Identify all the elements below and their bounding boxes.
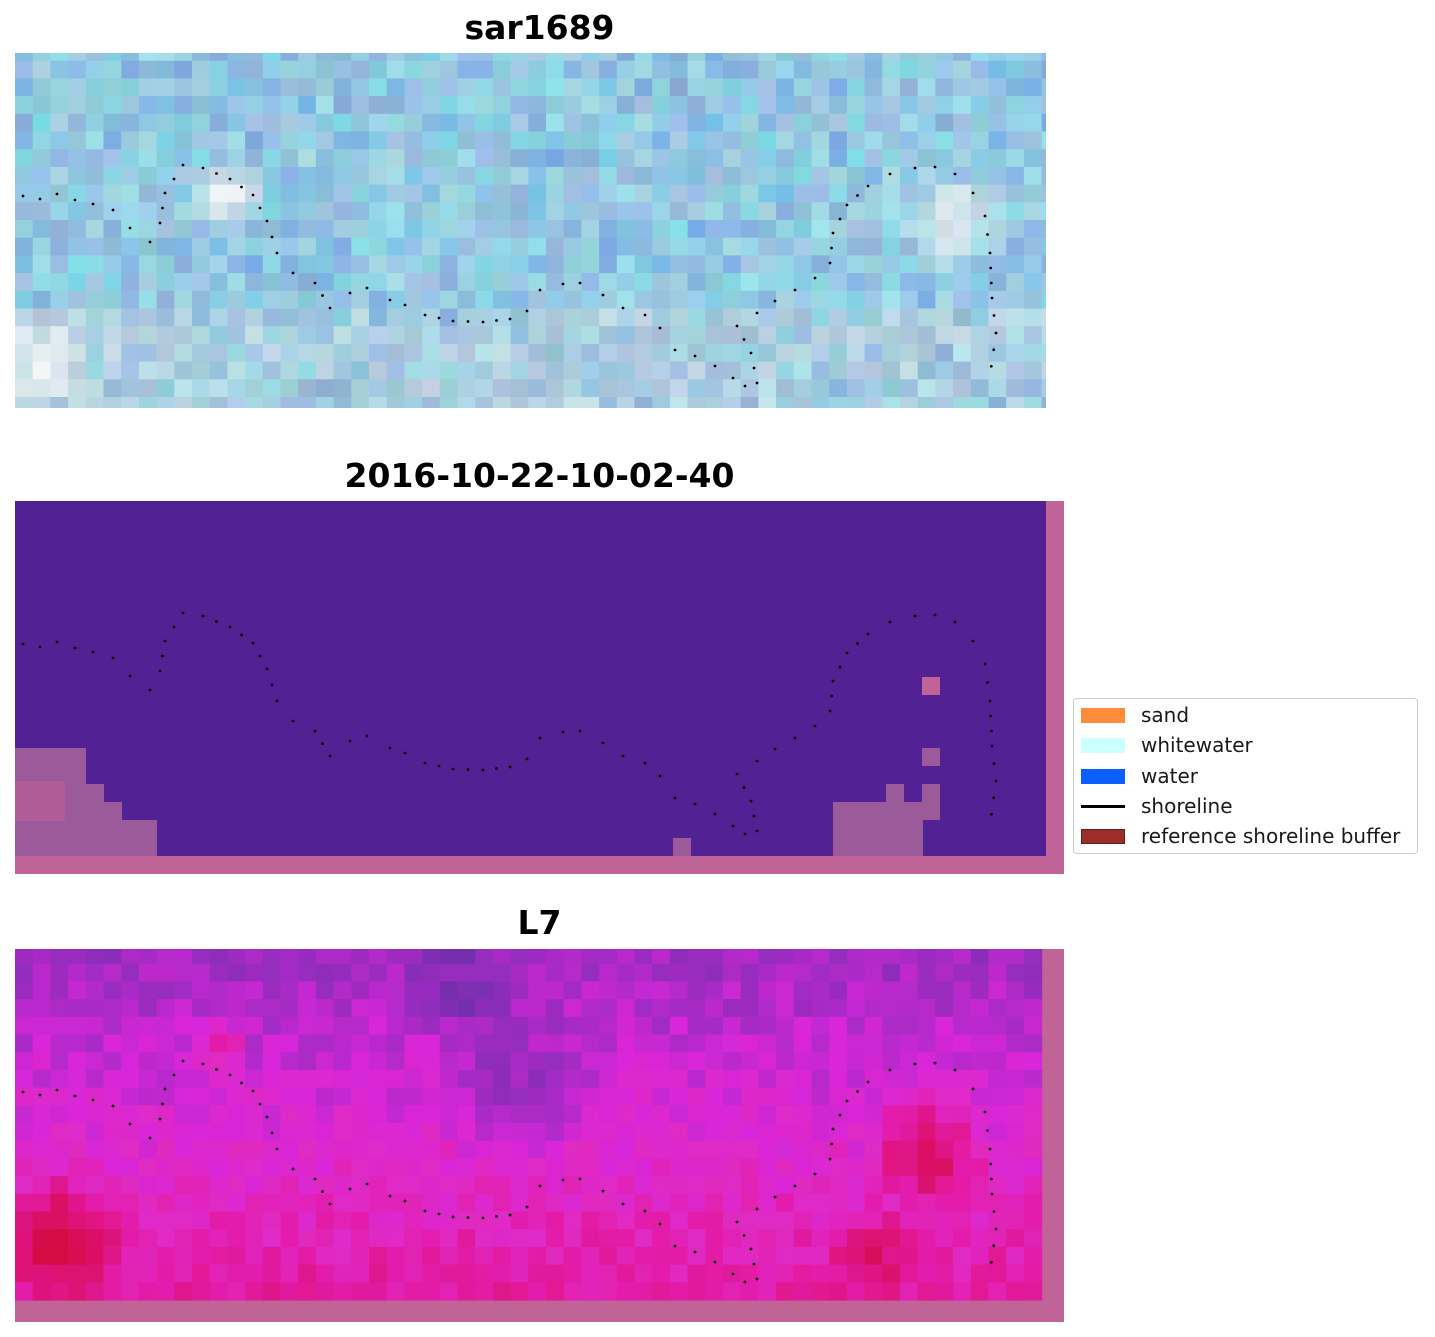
index-image-panel — [15, 949, 1064, 1322]
legend-item-whitewater: whitewater — [1074, 730, 1417, 760]
shoreline-dotted — [21, 163, 998, 388]
legend-item-sand: sand — [1074, 700, 1417, 730]
legend-item-shoreline: shoreline — [1074, 791, 1417, 821]
legend: sand whitewater water shoreline referenc… — [1073, 698, 1418, 854]
legend-item-buffer: reference shoreline buffer — [1074, 821, 1417, 851]
sand-swatch — [1081, 708, 1125, 723]
legend-item-water: water — [1074, 761, 1417, 791]
panel-title-3: L7 — [517, 903, 562, 942]
index-heatmap — [15, 949, 1064, 1322]
classified-image-panel — [15, 501, 1064, 874]
rgb-image-panel — [15, 53, 1046, 408]
legend-label: whitewater — [1141, 733, 1253, 757]
shoreline-dotted — [21, 611, 998, 836]
legend-label: shoreline — [1141, 794, 1233, 818]
panel-title-1: sar1689 — [464, 8, 615, 47]
legend-label: sand — [1141, 703, 1190, 727]
shoreline-dotted — [21, 1059, 998, 1284]
panel-title-2: 2016-10-22-10-02-40 — [344, 456, 735, 495]
rgb-pixel-mosaic — [15, 53, 1046, 408]
whitewater-swatch — [1081, 738, 1125, 753]
buffer-swatch — [1081, 829, 1125, 844]
water-swatch — [1081, 769, 1125, 784]
shoreline-line-sample — [1081, 805, 1125, 808]
legend-label: water — [1141, 764, 1198, 788]
legend-label: reference shoreline buffer — [1141, 824, 1401, 848]
classified-map — [15, 501, 1064, 874]
